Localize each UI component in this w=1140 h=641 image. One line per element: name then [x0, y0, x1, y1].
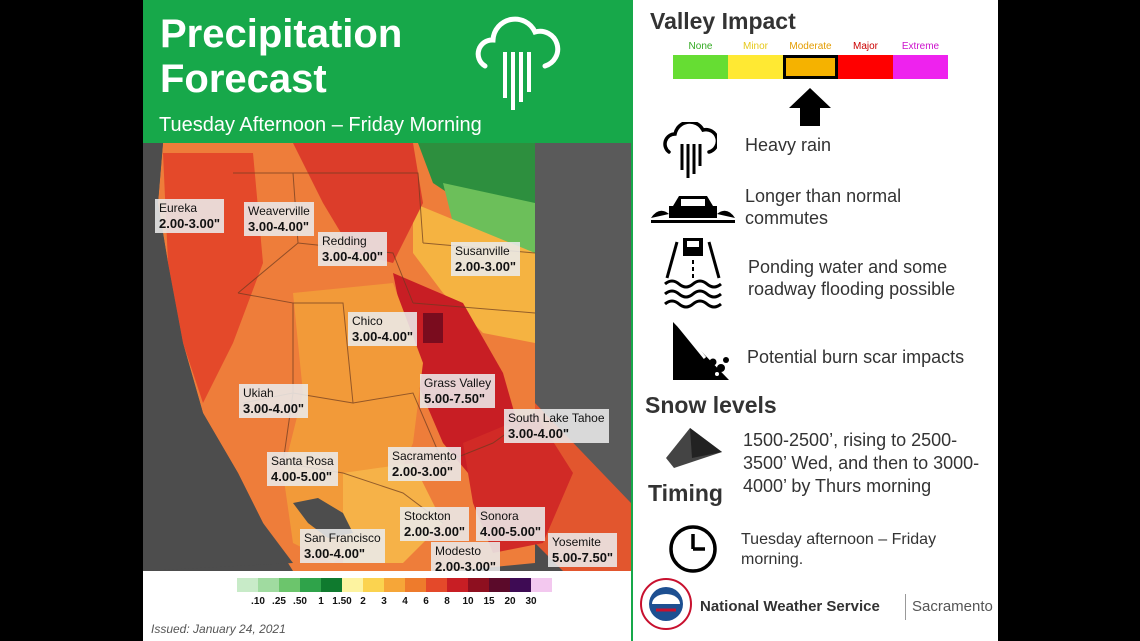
legend-swatch [300, 578, 321, 592]
valley-impact-title: Valley Impact [650, 8, 796, 34]
legend-swatch [426, 578, 447, 592]
legend-swatch [321, 578, 342, 592]
city-label: Modesto 2.00-3.00" [431, 542, 501, 571]
issued-date: Issued: January 24, 2021 [151, 622, 286, 636]
car-spray-icon [651, 196, 735, 223]
legend-tick: .25 [272, 596, 286, 607]
forecast-slide: Precipitation Forecast Tuesday Afternoon… [143, 0, 998, 641]
flooded-road-icon [664, 238, 722, 309]
precip-legend-ticks: .10 .25 .50 1 1.50 2 3 4 6 8 10 15 20 30 [237, 596, 537, 610]
city-label: Eureka 2.00-3.00" [155, 199, 225, 233]
legend-swatch [447, 578, 468, 592]
nws-logo-icon [640, 578, 692, 630]
legend-tick: 3 [381, 596, 387, 607]
impact-level-label: Minor [742, 41, 768, 52]
legend-swatch [405, 578, 426, 592]
legend-tick: .10 [251, 596, 265, 607]
timing-text: Tuesday afternoon – Friday morning. [741, 531, 937, 568]
legend-swatch [258, 578, 279, 592]
landslide-icon [673, 322, 729, 380]
legend-swatch [237, 578, 258, 592]
header-banner: Precipitation Forecast Tuesday Afternoon… [143, 0, 631, 143]
city-label: South Lake Tahoe 3.00-4.00" [504, 409, 609, 443]
city-label: Stockton 2.00-3.00" [400, 507, 470, 541]
city-label: Grass Valley 5.00-7.50" [420, 374, 496, 408]
impact-level-label: Major [852, 41, 878, 52]
legend-swatch [531, 578, 552, 592]
mountain-icon [666, 428, 722, 468]
panel-divider [631, 0, 633, 641]
city-label: Susanville 2.00-3.00" [451, 242, 521, 276]
office-name: Sacramento [912, 598, 993, 615]
timing-title: Timing [648, 480, 723, 506]
legend-tick: 6 [423, 596, 429, 607]
city-label: Chico 3.00-4.00" [348, 312, 418, 346]
precip-legend-colorbar [237, 578, 552, 592]
legend-tick: 10 [462, 596, 474, 607]
legend-swatch [384, 578, 405, 592]
city-label: San Francisco 3.00-4.00" [300, 529, 385, 563]
clock-icon [669, 525, 717, 573]
impact-level-moderate [783, 55, 838, 79]
city-label: Ukiah 3.00-4.00" [239, 384, 309, 418]
impact-text-burn-scar: Potential burn scar impacts [747, 347, 965, 367]
impact-level-extreme [893, 55, 948, 79]
arrow-up-icon [789, 88, 831, 126]
legend-tick: 1.50 [332, 596, 352, 607]
city-label: Sacramento 2.00-3.00" [388, 447, 461, 481]
impact-text-flooding: Ponding water and some roadway flooding … [748, 257, 956, 299]
legend-tick: 20 [504, 596, 516, 607]
legend-swatch [342, 578, 363, 592]
city-label: Santa Rosa 4.00-5.00" [267, 452, 338, 486]
city-label: Redding 3.00-4.00" [318, 232, 388, 266]
heavy-rain-icon [663, 122, 717, 178]
city-label: Weaverville 3.00-4.00" [244, 202, 314, 236]
impact-level-minor [728, 55, 783, 79]
impact-scale [673, 55, 948, 79]
impact-text-heavy-rain: Heavy rain [745, 135, 832, 155]
city-label: Sonora 4.00-5.00" [476, 507, 546, 541]
footer-separator [905, 594, 906, 620]
legend-tick: 1 [318, 596, 324, 607]
impact-level-major [838, 55, 893, 79]
snow-levels-text: 1500-2500’, rising to 2500- 3500’ Wed, a… [743, 430, 980, 496]
legend-swatch [363, 578, 384, 592]
legend-swatch [468, 578, 489, 592]
legend-swatch [279, 578, 300, 592]
legend-swatch [510, 578, 531, 592]
city-label: Yosemite 5.00-7.50" [548, 533, 618, 567]
rain-cloud-icon [475, 16, 561, 110]
legend-tick: 2 [360, 596, 366, 607]
legend-tick: 15 [483, 596, 495, 607]
impact-level-label: Moderate [789, 41, 832, 52]
legend-tick: .50 [293, 596, 307, 607]
legend-tick: 30 [525, 596, 537, 607]
impact-level-label: Extreme [901, 41, 940, 52]
legend-swatch [489, 578, 510, 592]
legend-tick: 8 [444, 596, 450, 607]
snow-levels-title: Snow levels [645, 392, 777, 418]
legend-tick: 4 [402, 596, 408, 607]
forecast-period: Tuesday Afternoon – Friday Morning [159, 114, 482, 136]
page-title: Precipitation Forecast [160, 12, 403, 101]
impact-text-commutes: Longer than normal commutes [745, 186, 902, 228]
agency-name: National Weather Service [700, 598, 880, 615]
precipitation-map: Eureka 2.00-3.00" Weaverville 3.00-4.00" R… [143, 143, 631, 571]
impact-level-none [673, 55, 728, 79]
impact-level-label: None [688, 41, 713, 52]
